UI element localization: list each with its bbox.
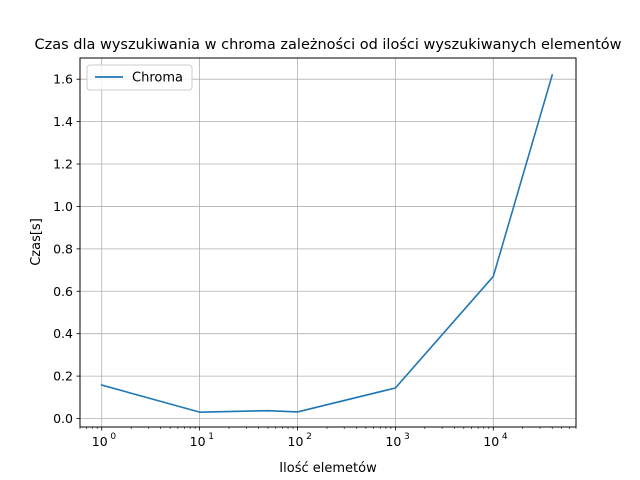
y-tick-label: 0.4 (53, 326, 73, 341)
x-tick-exponent: 2 (306, 432, 312, 442)
x-tick-label: 10 (385, 434, 401, 449)
x-tick-exponent: 3 (404, 432, 410, 442)
y-tick-label: 1.6 (53, 72, 73, 87)
y-axis-label: Czas[s] (29, 218, 44, 266)
series-line-chroma (100, 73, 554, 413)
y-tick-label: 1.2 (53, 157, 73, 172)
x-axis-label: Ilość elemetów (279, 461, 377, 476)
x-tick-label: 10 (483, 434, 499, 449)
y-tick-label: 1.4 (53, 114, 73, 129)
legend-box (86, 64, 193, 91)
axis-ticks: 0.00.20.40.60.81.01.21.41.610 0 10 1 10 2 10 3 1… (53, 72, 577, 449)
y-tick-label: 0.0 (53, 411, 73, 426)
y-tick-label: 1.0 (53, 199, 73, 214)
x-tick-exponent: 4 (502, 432, 508, 442)
y-tick-label: 0.2 (53, 369, 73, 384)
y-tick-label: 0.8 (53, 241, 73, 256)
chart-title: Czas dla wyszukiwania w chroma zależnośc… (34, 37, 621, 53)
plot-frame (79, 57, 577, 428)
x-tick-exponent: 1 (208, 432, 214, 442)
x-tick-label: 10 (92, 434, 108, 449)
y-tick-label: 0.6 (53, 284, 73, 299)
series-layer (100, 73, 554, 413)
x-tick-exponent: 0 (110, 432, 116, 442)
legend-label: Chroma (132, 71, 183, 86)
x-tick-label: 10 (288, 434, 304, 449)
x-tick-label: 10 (190, 434, 206, 449)
legend: Chroma (86, 64, 193, 91)
